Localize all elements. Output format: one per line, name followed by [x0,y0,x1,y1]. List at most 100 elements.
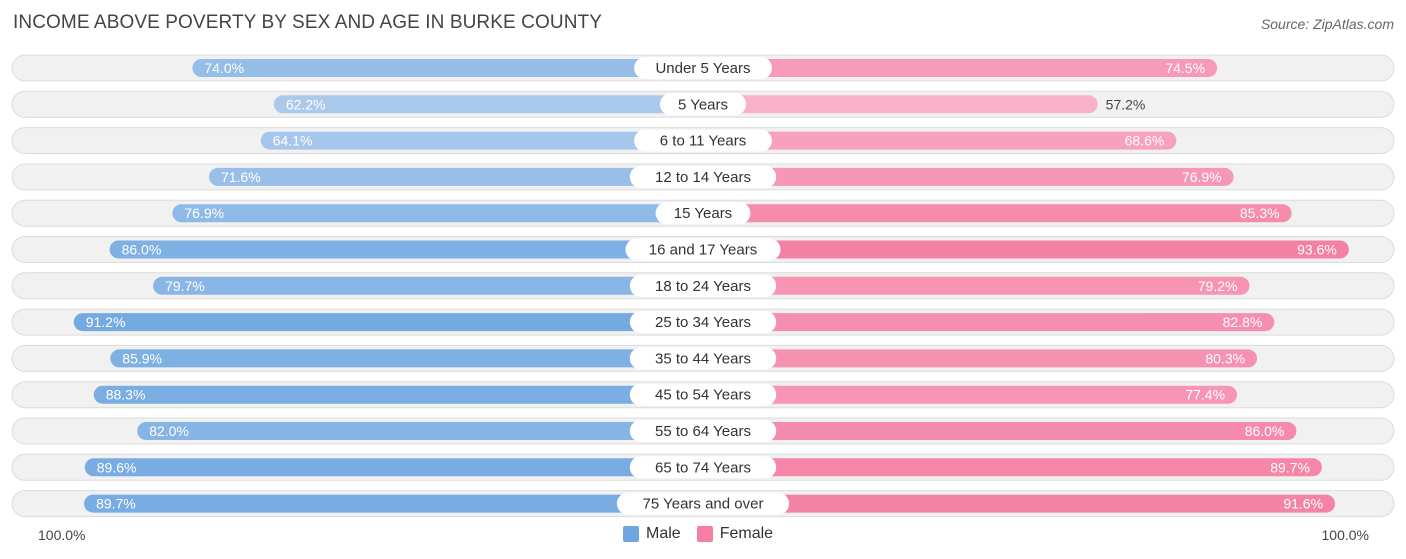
female-value-label: 74.5% [1165,60,1205,76]
male-value-label: 91.2% [86,314,126,330]
bar-row: 86.0% 93.6% 16 and 17 Years [11,236,1395,263]
category-label: 18 to 24 Years [655,278,751,295]
male-value-label: 71.6% [221,169,261,185]
bar-row: 64.1% 68.6% 6 to 11 Years [11,127,1395,155]
female-bar [703,349,1258,368]
male-value-label: 85.9% [122,350,162,366]
female-bar [703,313,1275,332]
male-value-label: 88.3% [106,387,146,403]
female-value-label: 77.4% [1185,387,1225,403]
legend-swatch-male [623,526,639,542]
category-pill [655,202,751,225]
category-pill [634,129,772,152]
category-pill [629,347,777,370]
male-bar [208,167,703,186]
male-value-label: 64.1% [273,133,313,149]
category-label: 45 to 54 Years [655,387,751,404]
legend-item-male: Male [623,525,681,543]
bar-row: 62.2% 57.2% 5 Years [11,90,1395,118]
category-pill [616,492,790,515]
category-pill [629,165,777,188]
male-value-label: 89.6% [97,459,137,475]
category-pill [634,57,772,79]
female-value-label: 93.6% [1297,242,1337,258]
category-label: 25 to 34 Years [655,314,751,331]
category-pill [659,93,747,116]
category-label: 12 to 14 Years [655,169,751,186]
male-bar [93,385,704,404]
category-pill [629,311,777,334]
male-bar [260,131,703,150]
category-label: 65 to 74 Years [655,459,751,476]
female-value-label: 57.2% [1106,96,1146,112]
male-bar [153,276,703,295]
category-label: 75 Years and over [643,496,764,513]
female-value-label: 89.7% [1270,459,1310,475]
female-bar [703,385,1238,404]
female-bar [703,204,1292,223]
female-bar [703,422,1297,440]
bar-row: 89.7% 91.6% 75 Years and over [11,490,1395,518]
axis-left-label: 100.0% [38,527,86,543]
male-bar [84,494,703,513]
female-bar [703,494,1336,513]
female-value-label: 91.6% [1283,496,1323,512]
male-bar [109,240,704,259]
male-bar [172,204,703,223]
bar-row: 88.3% 77.4% 45 to 54 Years [11,381,1395,409]
category-label: 55 to 64 Years [655,423,751,440]
male-bar [273,95,703,114]
category-pill [629,420,777,442]
bar-row: 85.9% 80.3% 35 to 44 Years [11,344,1395,372]
category-label: 6 to 11 Years [660,133,746,150]
bar-row: 82.0% 86.0% 55 to 64 Years [11,417,1395,445]
female-value-label: 68.6% [1125,133,1165,149]
female-bar [703,240,1349,259]
bar-row: 91.2% 82.8% 25 to 34 Years [11,308,1395,336]
female-bar [703,167,1234,186]
axis-right-label: 100.0% [1321,527,1369,543]
male-value-label: 82.0% [149,423,189,439]
legend: Male Female [623,525,789,543]
female-value-label: 76.9% [1182,169,1222,185]
male-value-label: 79.7% [165,278,205,294]
male-bar [73,313,704,332]
female-bar [703,458,1322,477]
female-value-label: 85.3% [1240,205,1280,221]
bar-row: 89.6% 89.7% 65 to 74 Years [11,453,1395,481]
category-label: Under 5 Years [655,60,750,77]
category-pill [629,456,777,479]
male-bar [110,349,704,368]
male-value-label: 76.9% [184,205,224,221]
category-label: 5 Years [678,96,728,113]
female-bar [703,276,1250,295]
male-value-label: 86.0% [122,242,162,258]
category-pill [629,383,777,406]
female-value-label: 79.2% [1198,278,1238,294]
female-value-label: 86.0% [1245,423,1285,439]
category-pill [629,274,777,297]
category-label: 16 and 17 Years [649,242,757,259]
male-bar [192,59,703,77]
male-value-label: 62.2% [286,96,326,112]
female-bar [703,59,1218,77]
legend-label-female: Female [719,525,774,542]
source-label: Source: ZipAtlas.com [1260,16,1394,32]
bar-row: 76.9% 85.3% 15 Years [11,199,1395,227]
male-value-label: 89.7% [96,496,136,512]
male-value-label: 74.0% [204,60,244,76]
female-value-label: 80.3% [1205,350,1245,366]
male-bar [137,422,703,440]
female-bar [703,95,1098,114]
bar-chart: 74.0% 74.5% Under 5 Years 62.2% 57.2% 5 Years… [11,54,1395,518]
category-label: 15 Years [674,205,732,222]
chart-title: INCOME ABOVE POVERTY BY SEX AND AGE IN B… [13,12,602,33]
bar-row: 74.0% 74.5% Under 5 Years [11,54,1395,82]
legend-swatch-female [696,526,713,542]
female-bar [703,131,1177,150]
male-bar [84,458,703,477]
legend-item-female: Female [696,525,774,543]
bar-row: 71.6% 76.9% 12 to 14 Years [11,163,1395,191]
category-label: 35 to 44 Years [655,350,751,367]
female-value-label: 82.8% [1223,314,1263,330]
